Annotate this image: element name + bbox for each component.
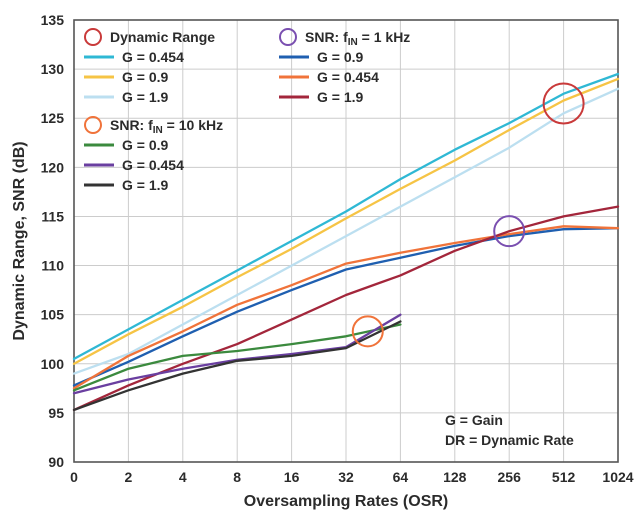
legend-marker-icon: [85, 29, 101, 45]
y-tick: 135: [41, 12, 65, 28]
chart-svg: 0 2 4 8 16 32 64 128 256 512 1024 90 95 100 105 110 115 1…: [0, 0, 638, 517]
legend-header: SNR: fIN = 10 kHz: [110, 117, 223, 136]
legend-label: G = 1.9: [122, 89, 169, 105]
y-tick: 100: [41, 356, 65, 372]
y-tick: 95: [48, 405, 64, 421]
legend-label: G = 0.9: [317, 49, 364, 65]
legend-header: SNR: fIN = 1 kHz: [305, 29, 410, 48]
y-tick: 105: [41, 307, 65, 323]
legend-label: G = 1.9: [317, 89, 364, 105]
y-tick: 115: [41, 208, 64, 224]
legend-label: G = 0.9: [122, 69, 169, 85]
y-tick: 110: [41, 258, 64, 274]
x-tick: 256: [498, 469, 522, 485]
legend-label: G = 0.9: [122, 137, 169, 153]
x-axis-title: Oversampling Rates (OSR): [244, 493, 449, 510]
legend-label: G = 0.454: [122, 157, 184, 173]
y-axis-title: Dynamic Range, SNR (dB): [11, 141, 28, 340]
legend-label: G = 1.9: [122, 177, 169, 193]
legend-marker-icon: [280, 29, 296, 45]
legend-header: Dynamic Range: [110, 29, 215, 45]
y-tick: 90: [48, 454, 64, 470]
x-tick: 64: [393, 469, 409, 485]
legend-label: G = 0.454: [317, 69, 379, 85]
y-tick: 125: [41, 110, 65, 126]
x-tick: 128: [443, 469, 467, 485]
x-tick: 512: [552, 469, 576, 485]
chart-container: 0 2 4 8 16 32 64 128 256 512 1024 90 95 100 105 110 115 1…: [0, 0, 638, 517]
x-tick: 32: [338, 469, 354, 485]
y-tick: 130: [41, 61, 65, 77]
legend: Dynamic Range G = 0.454 G = 0.9 G = 1.9 SNR:…: [84, 29, 410, 193]
x-tick: 4: [179, 469, 187, 485]
x-tick: 8: [233, 469, 241, 485]
annotation-line: G = Gain: [445, 412, 503, 428]
x-tick: 2: [125, 469, 133, 485]
x-tick: 0: [70, 469, 78, 485]
annotation-line: DR = Dynamic Rate: [445, 432, 574, 448]
legend-marker-icon: [85, 117, 101, 133]
legend-label: G = 0.454: [122, 49, 184, 65]
y-tick: 120: [41, 159, 65, 175]
x-tick: 1024: [602, 469, 633, 485]
x-tick: 16: [284, 469, 300, 485]
